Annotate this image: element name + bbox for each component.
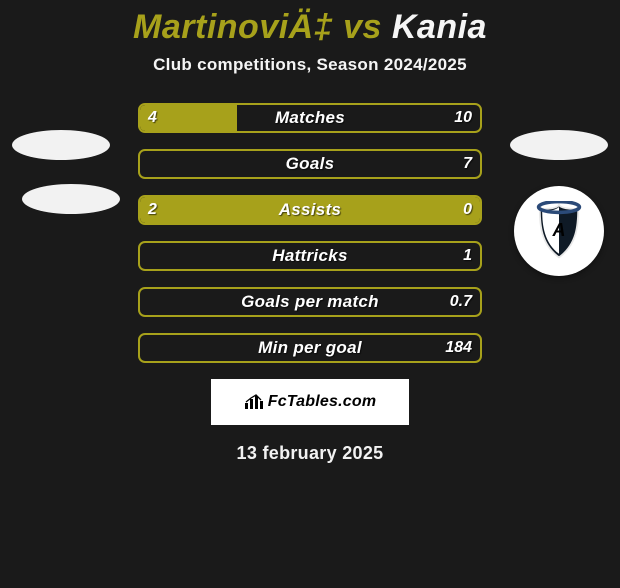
date-line: 13 february 2025 bbox=[0, 443, 620, 464]
branding-badge: FcTables.com bbox=[211, 379, 409, 425]
stat-row: 410Matches bbox=[138, 103, 482, 133]
stat-row: 184Min per goal bbox=[138, 333, 482, 363]
stat-label: Goals bbox=[140, 151, 480, 177]
branding-text: FcTables.com bbox=[268, 393, 377, 411]
stat-row: 0.7Goals per match bbox=[138, 287, 482, 317]
stat-label: Matches bbox=[140, 105, 480, 131]
stat-row: 7Goals bbox=[138, 149, 482, 179]
stat-label: Hattricks bbox=[140, 243, 480, 269]
page-title: MartinoviÄ‡ vs Kania bbox=[0, 8, 620, 47]
stats-comparison-chart: 410Matches 7Goals 20Assists 1Hattricks 0.7Go… bbox=[0, 103, 620, 363]
title-vs: vs bbox=[333, 8, 392, 46]
stat-row: 1Hattricks bbox=[138, 241, 482, 271]
title-player-left: MartinoviÄ‡ bbox=[133, 8, 333, 46]
bar-chart-icon bbox=[244, 394, 264, 410]
page-subtitle: Club competitions, Season 2024/2025 bbox=[0, 55, 620, 75]
stat-label: Goals per match bbox=[140, 289, 480, 315]
stat-label: Min per goal bbox=[140, 335, 480, 361]
stat-label: Assists bbox=[140, 197, 480, 223]
title-player-right: Kania bbox=[392, 8, 487, 46]
stat-row: 20Assists bbox=[138, 195, 482, 225]
